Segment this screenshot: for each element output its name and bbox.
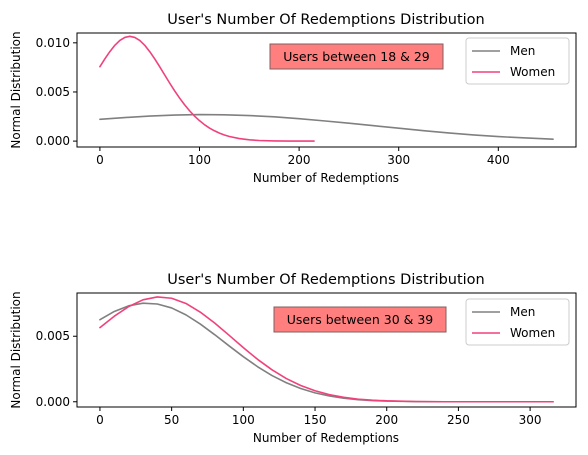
legend: Men Women <box>465 298 570 346</box>
y-axis-label: Normal Distribution <box>9 31 23 148</box>
chart-top: User's Number Of Redemptions Distributio… <box>9 12 577 185</box>
legend-label-men: Men <box>510 305 535 319</box>
chart-title: User's Number Of Redemptions Distributio… <box>167 272 485 288</box>
annotation-box <box>269 43 444 70</box>
x-tick-label: 100 <box>188 153 211 167</box>
plot-frame <box>76 292 577 408</box>
y-tick-label: 0.000 <box>36 395 70 409</box>
y-tick-label: 0.000 <box>36 134 70 148</box>
x-tick-label: 400 <box>487 153 510 167</box>
x-tick-label: 200 <box>288 153 311 167</box>
x-tick-label: 0 <box>96 413 104 427</box>
y-tick-label: 0.005 <box>36 85 70 99</box>
legend-label-women: Women <box>510 65 555 79</box>
x-ticks: 0 100 200 300 400 <box>96 147 510 167</box>
y-ticks: 0.000 0.005 <box>36 329 77 409</box>
legend-label-men: Men <box>510 44 535 58</box>
series-group <box>99 35 554 142</box>
y-axis-label: Normal Distribution <box>9 291 23 408</box>
y-tick-label: 0.005 <box>36 329 70 343</box>
x-tick-label: 300 <box>519 413 542 427</box>
plot-frame <box>76 32 577 148</box>
annotation-box <box>273 306 447 333</box>
x-tick-label: 0 <box>96 153 104 167</box>
x-axis-label: Number of Redemptions <box>253 171 399 185</box>
x-tick-label: 250 <box>447 413 470 427</box>
x-tick-label: 150 <box>304 413 327 427</box>
series-line-men <box>99 113 554 140</box>
y-tick-label: 0.010 <box>36 36 70 50</box>
y-ticks: 0.000 0.005 0.010 <box>36 36 77 148</box>
x-tick-label: 300 <box>387 153 410 167</box>
x-ticks: 0 50 100 150 200 250 300 <box>96 407 542 427</box>
x-tick-label: 100 <box>232 413 255 427</box>
annotation-text: Users between 30 & 39 <box>287 312 434 327</box>
annotation-text: Users between 18 & 29 <box>283 49 430 64</box>
legend: Men Women <box>465 37 570 85</box>
x-axis-label: Number of Redemptions <box>253 431 399 445</box>
x-tick-label: 200 <box>375 413 398 427</box>
chart-bottom: User's Number Of Redemptions Distributio… <box>9 272 577 445</box>
series-line-women <box>99 35 315 142</box>
chart-title: User's Number Of Redemptions Distributio… <box>167 12 485 28</box>
legend-label-women: Women <box>510 326 555 340</box>
x-tick-label: 50 <box>164 413 179 427</box>
series-group <box>99 296 554 403</box>
series-line-women <box>99 296 554 403</box>
